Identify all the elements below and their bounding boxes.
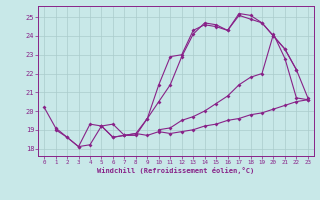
X-axis label: Windchill (Refroidissement éolien,°C): Windchill (Refroidissement éolien,°C) <box>97 167 255 174</box>
